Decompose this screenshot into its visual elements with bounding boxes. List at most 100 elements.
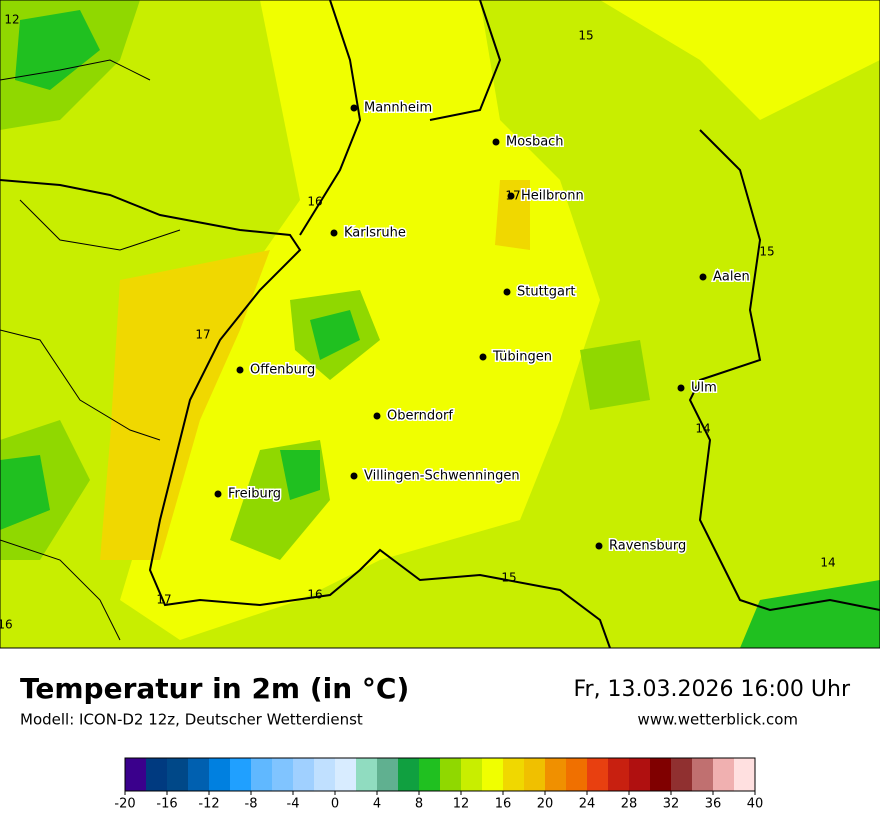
city-label: Ulm xyxy=(691,381,717,396)
colorbar-frame xyxy=(124,757,756,792)
color-swatch xyxy=(398,758,419,791)
color-swatch xyxy=(734,758,755,791)
colorbar-tick-label: 28 xyxy=(621,797,638,812)
color-swatch xyxy=(272,758,293,791)
city-label: Ravensburg xyxy=(609,539,686,554)
color-swatch xyxy=(293,758,314,791)
colorbar-tick-label: 16 xyxy=(495,797,512,812)
city-label-halo: Villingen-Schwenningen xyxy=(364,469,520,484)
city-dot xyxy=(595,542,603,550)
color-swatch xyxy=(125,758,146,791)
contour-label: 16 xyxy=(0,618,13,632)
city-dot xyxy=(699,273,707,281)
colorbar-tick-label: 0 xyxy=(331,797,339,812)
map-title: Temperatur in 2m (in °C) xyxy=(20,672,409,705)
colorbar-tick-label: -8 xyxy=(245,797,258,812)
site-url: www.wetterblick.com xyxy=(638,711,798,729)
colorbar-tick-label: 20 xyxy=(537,797,554,812)
colorbar: -20 -16 -12 -8 -4 0 4 8 12 16 20 24 28 32 36 40 xyxy=(114,757,764,812)
color-swatch xyxy=(524,758,545,791)
color-swatch xyxy=(482,758,503,791)
valid-time: Fr, 13.03.2026 16:00 Uhr xyxy=(573,677,850,702)
city-label: Offenburg xyxy=(250,363,315,378)
contour-label: 12 xyxy=(4,13,19,27)
colorbar-tick-label: -4 xyxy=(287,797,300,812)
color-swatch xyxy=(461,758,482,791)
colorbar-tick-label: 32 xyxy=(663,797,680,812)
city-label-halo: Mannheim xyxy=(364,101,432,116)
contour-label: 17 xyxy=(505,189,520,203)
colorbar-tick-label: -20 xyxy=(114,797,135,812)
city-dot xyxy=(373,412,381,420)
contour-layer: 12 15 16 17 15 17 14 15 14 17 16 16 xyxy=(0,13,836,632)
city-label-halo: Offenburg xyxy=(250,363,315,378)
city-label-halo: Karlsruhe xyxy=(344,226,406,241)
contour-label: 17 xyxy=(195,328,210,342)
city-label: Heilbronn xyxy=(521,189,584,204)
city-label-halo: Ulm xyxy=(691,381,717,396)
color-swatch xyxy=(587,758,608,791)
city-label: Karlsruhe xyxy=(344,226,406,241)
contour-label: 16 xyxy=(307,588,322,602)
model-info: Modell: ICON-D2 12z, Deutscher Wetterdie… xyxy=(20,711,363,729)
city-label-halo: Tübingen xyxy=(492,350,552,365)
colorbar-tick-label: 8 xyxy=(415,797,423,812)
colorbar-tick-label: 36 xyxy=(705,797,722,812)
city-label-halo: Stuttgart xyxy=(517,285,575,300)
color-swatch xyxy=(146,758,167,791)
color-swatch xyxy=(671,758,692,791)
colorbar-tick-label: 4 xyxy=(373,797,381,812)
city-dot xyxy=(677,384,685,392)
colorbar-tick-label: 24 xyxy=(579,797,596,812)
color-swatch xyxy=(566,758,587,791)
city-dot xyxy=(479,353,487,361)
colorbar-tick-label: -12 xyxy=(198,797,219,812)
contour-label: 15 xyxy=(501,571,516,585)
city-layer: MannheimMannheimMosbachMosbachHeilbronnH… xyxy=(214,99,751,555)
color-swatch xyxy=(251,758,272,791)
color-swatch xyxy=(356,758,377,791)
color-swatch xyxy=(650,758,671,791)
city-dot xyxy=(350,472,358,480)
color-swatch xyxy=(503,758,524,791)
contour-label: 14 xyxy=(820,556,835,570)
city-label: Villingen-Schwenningen xyxy=(364,469,520,484)
color-swatch xyxy=(209,758,230,791)
color-swatch xyxy=(692,758,713,791)
city-dot xyxy=(492,138,500,146)
city-label: Tübingen xyxy=(492,350,552,365)
contour-label: 15 xyxy=(578,29,593,43)
color-swatch xyxy=(188,758,209,791)
colorbar-tick-label: 12 xyxy=(453,797,470,812)
contour-label: 14 xyxy=(695,422,710,436)
city-label: Aalen xyxy=(713,270,750,285)
colorbar-tick-label: 40 xyxy=(747,797,764,812)
city-label: Freiburg xyxy=(228,487,281,502)
city-label-halo: Mosbach xyxy=(506,135,564,150)
color-swatch xyxy=(230,758,251,791)
city-dot xyxy=(330,229,338,237)
color-swatch xyxy=(167,758,188,791)
city-label: Mannheim xyxy=(364,101,432,116)
color-swatch xyxy=(545,758,566,791)
contour-label: 17 xyxy=(156,593,171,607)
city-dot xyxy=(507,192,515,200)
map-frame xyxy=(0,0,880,649)
color-swatch xyxy=(629,758,650,791)
color-swatch xyxy=(377,758,398,791)
contour-label: 16 xyxy=(307,195,322,209)
city-label-halo: Aalen xyxy=(713,270,750,285)
city-label: Oberndorf xyxy=(387,409,453,424)
city-dot xyxy=(350,104,358,112)
contour-label: 15 xyxy=(759,245,774,259)
city-dot xyxy=(214,490,222,498)
borders xyxy=(0,0,880,649)
color-swatch xyxy=(440,758,461,791)
color-swatch xyxy=(608,758,629,791)
city-label: Mosbach xyxy=(506,135,564,150)
city-label-halo: Oberndorf xyxy=(387,409,453,424)
city-dot xyxy=(503,288,511,296)
color-swatch xyxy=(713,758,734,791)
